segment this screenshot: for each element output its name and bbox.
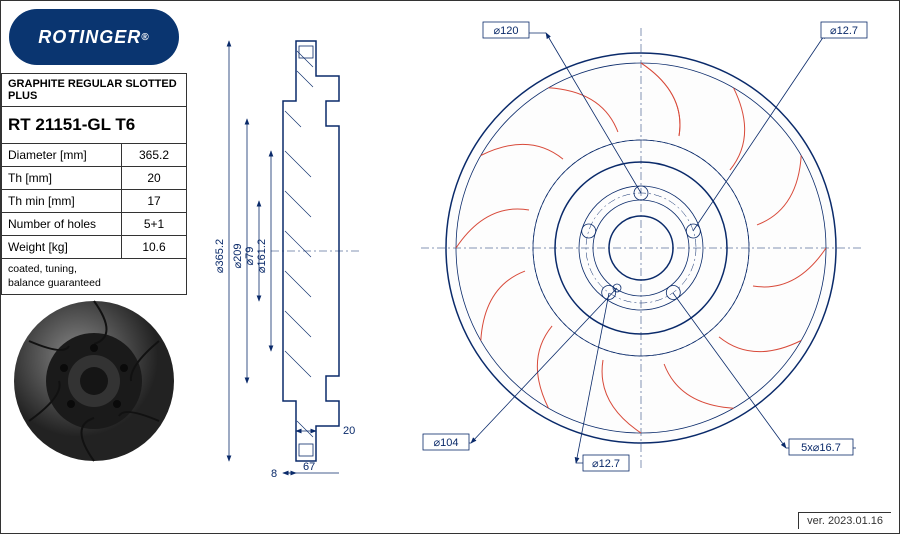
spec-value: 17 (122, 190, 187, 213)
spec-label: Th [mm] (2, 167, 122, 190)
dim-label: ⌀104 (434, 437, 459, 449)
dim-label: ⌀365.2 (214, 239, 226, 273)
product-photo (9, 296, 179, 466)
side-cross-section: ⌀365.2 ⌀209 ⌀79 ⌀161.2 20 8 67 (201, 21, 381, 481)
spec-footer: coated, tuning, balance guaranteed (2, 259, 187, 295)
drawing-sheet: ROTINGER GRAPHITE REGULAR SLOTTED PLUS R… (0, 0, 900, 534)
dim-label: 20 (343, 425, 355, 437)
dim-label: 5x⌀16.7 (801, 442, 841, 454)
dim-label: 8 (271, 468, 277, 480)
spec-value: 5+1 (122, 213, 187, 236)
dim-label: ⌀79 (244, 247, 256, 266)
spec-value: 10.6 (122, 236, 187, 259)
spec-label: Th min [mm] (2, 190, 122, 213)
spec-label: Diameter [mm] (2, 144, 122, 167)
spec-table: GRAPHITE REGULAR SLOTTED PLUS RT 21151-G… (1, 73, 187, 295)
dim-label: 67 (303, 461, 315, 473)
part-number: RT 21151-GL T6 (2, 107, 187, 144)
spec-label: Weight [kg] (2, 236, 122, 259)
front-view: ⌀120 ⌀12.7 ⌀104 ⌀12.7 5x⌀16.7 (411, 13, 871, 493)
dim-label: ⌀161.2 (256, 239, 268, 273)
version-label: ver. 2023.01.16 (798, 512, 891, 529)
dim-label: ⌀209 (232, 244, 244, 269)
spec-label: Number of holes (2, 213, 122, 236)
spec-value: 20 (122, 167, 187, 190)
spec-value: 365.2 (122, 144, 187, 167)
dim-label: ⌀12.7 (830, 25, 858, 37)
product-line: GRAPHITE REGULAR SLOTTED PLUS (2, 74, 187, 107)
dim-label: ⌀120 (494, 25, 519, 37)
dim-label: ⌀12.7 (592, 458, 620, 470)
brand-logo: ROTINGER (9, 9, 179, 65)
